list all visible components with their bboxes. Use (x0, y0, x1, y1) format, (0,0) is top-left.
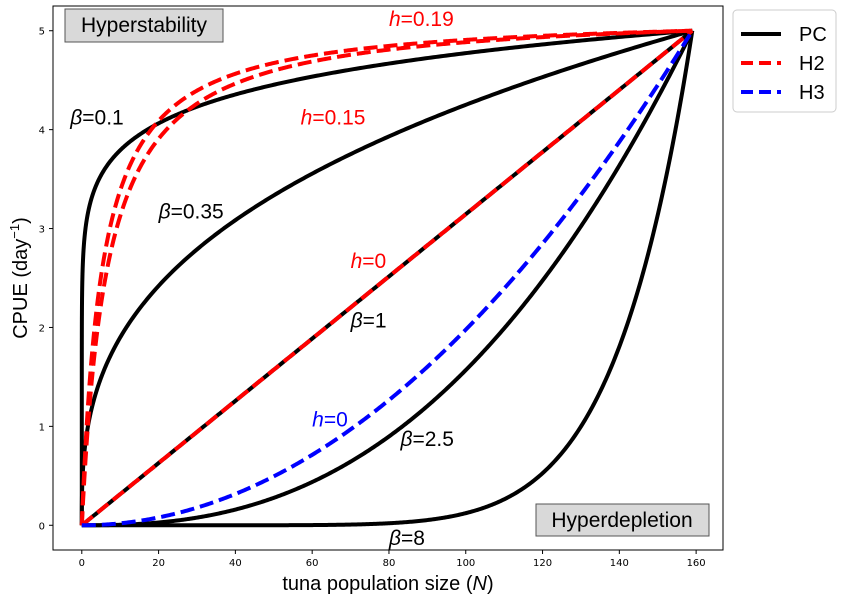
x-axis-label: tuna population size (N) (282, 573, 493, 595)
y-tick-label: 4 (39, 126, 45, 137)
hyperstability-label: Hyperstability (81, 14, 208, 37)
series-line-pc-2p5 (81, 29, 695, 528)
annotation-label: h=0.15 (301, 107, 366, 130)
annotation-label: β=2.5 (399, 428, 453, 451)
series-line-pc-8 (81, 30, 695, 528)
x-tick-label: 100 (456, 558, 475, 569)
hyperdepletion-label: Hyperdepletion (551, 509, 692, 532)
annotation-label: β=8 (388, 527, 425, 550)
x-tick-label: 140 (610, 558, 629, 569)
hyperdepletion-box: Hyperdepletion (535, 503, 710, 537)
y-axis-label: CPUE (day−1) (7, 217, 32, 339)
x-tick-label: 40 (229, 558, 242, 569)
annotation-label: β=1 (350, 309, 387, 332)
series-line-h3-0 (81, 29, 694, 528)
x-tick-label: 0 (79, 558, 85, 569)
series-line-pc-0p35 (79, 28, 693, 527)
x-tick-label: 20 (152, 558, 165, 569)
series-line-h2-0p19 (79, 28, 694, 526)
x-axis-ticks: 0 20 40 60 80 100 120 140 160 (79, 550, 706, 569)
legend-label: H3 (799, 82, 825, 104)
x-tick-label: 160 (687, 558, 706, 569)
y-tick-label: 5 (39, 27, 45, 38)
hyperstability-box: Hyperstability (64, 8, 224, 43)
x-tick-label: 80 (383, 558, 396, 569)
x-tick-label: 120 (533, 558, 552, 569)
series-layer (79, 28, 695, 528)
plot-frame (52, 5, 724, 551)
series-line-h2-0 (80, 29, 694, 527)
series-line-h2-0p15 (79, 28, 694, 526)
annotation-label: h=0 (312, 408, 348, 431)
y-tick-label: 1 (39, 422, 45, 433)
x-tick-label: 60 (306, 558, 319, 569)
annotation-layer: β=0.1 β=0.35 β=1 β=2.5 β=8 h=0.19 h=0.15 h=0 h=0 (69, 8, 454, 550)
legend: PC H2 H3 (732, 9, 837, 113)
annotation-label: β=0.35 (158, 201, 224, 224)
series-line-pc-0p1 (79, 28, 693, 526)
y-tick-label: 2 (39, 323, 45, 334)
annotation-label: β=0.1 (69, 107, 123, 130)
y-tick-label: 0 (39, 521, 45, 532)
y-tick-label: 3 (39, 225, 45, 236)
legend-label: H2 (799, 53, 825, 75)
y-axis-ticks: 0 1 2 3 4 5 (39, 27, 53, 532)
legend-label: PC (799, 24, 827, 46)
annotation-label: h=0.19 (389, 8, 454, 31)
annotation-label: h=0 (351, 250, 387, 273)
